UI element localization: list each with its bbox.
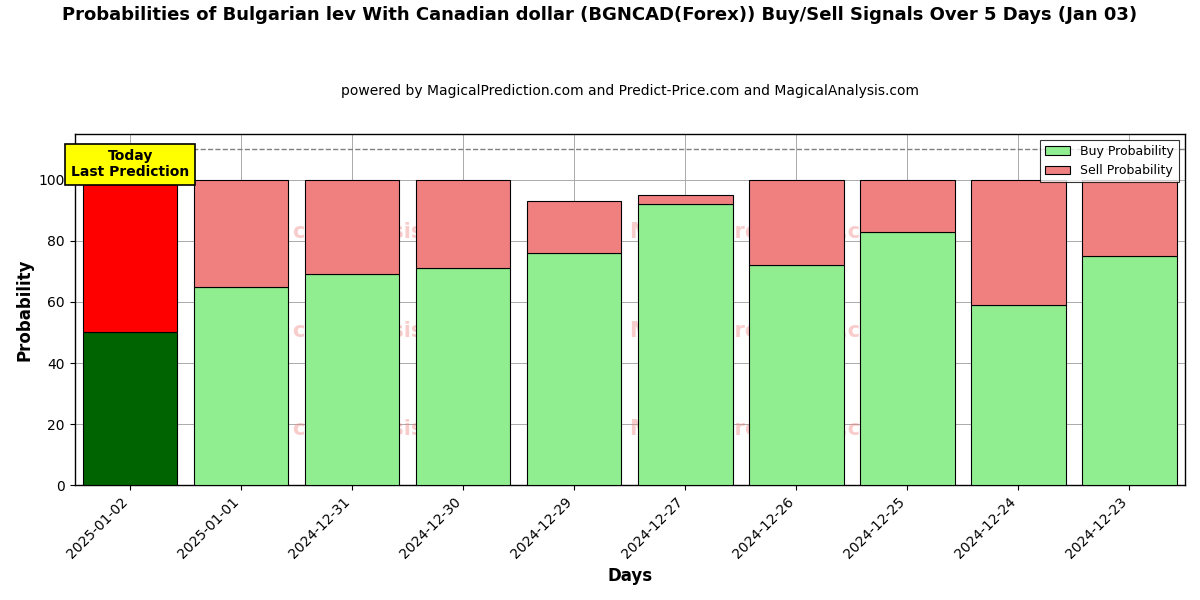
Bar: [527, 253, 622, 485]
Text: calAnalysis.com: calAnalysis.com: [292, 419, 480, 439]
Title: powered by MagicalPrediction.com and Predict-Price.com and MagicalAnalysis.com: powered by MagicalPrediction.com and Pre…: [341, 84, 919, 98]
Bar: [305, 180, 400, 274]
Bar: [971, 180, 1066, 305]
Bar: [1082, 180, 1177, 256]
Bar: [638, 204, 732, 485]
Bar: [194, 180, 288, 287]
Bar: [305, 274, 400, 485]
Bar: [83, 180, 178, 332]
Bar: [416, 268, 510, 485]
Bar: [749, 180, 844, 265]
Bar: [860, 232, 955, 485]
Bar: [1082, 256, 1177, 485]
Text: Probabilities of Bulgarian lev With Canadian dollar (BGNCAD(Forex)) Buy/Sell Sig: Probabilities of Bulgarian lev With Cana…: [62, 6, 1138, 24]
Text: MagicalPrediction.com: MagicalPrediction.com: [630, 222, 896, 242]
Text: Today
Last Prediction: Today Last Prediction: [71, 149, 190, 179]
Text: calAnalysis.com: calAnalysis.com: [292, 320, 480, 341]
Bar: [416, 180, 510, 268]
Text: MagicalPrediction.com: MagicalPrediction.com: [630, 320, 896, 341]
Bar: [971, 305, 1066, 485]
Bar: [860, 180, 955, 232]
Text: MagicalPrediction.com: MagicalPrediction.com: [630, 419, 896, 439]
Bar: [749, 265, 844, 485]
Y-axis label: Probability: Probability: [16, 259, 34, 361]
Bar: [638, 195, 732, 204]
Bar: [83, 332, 178, 485]
Bar: [527, 201, 622, 253]
Text: calAnalysis.com: calAnalysis.com: [292, 222, 480, 242]
Legend: Buy Probability, Sell Probability: Buy Probability, Sell Probability: [1040, 140, 1178, 182]
Bar: [194, 287, 288, 485]
X-axis label: Days: Days: [607, 567, 653, 585]
